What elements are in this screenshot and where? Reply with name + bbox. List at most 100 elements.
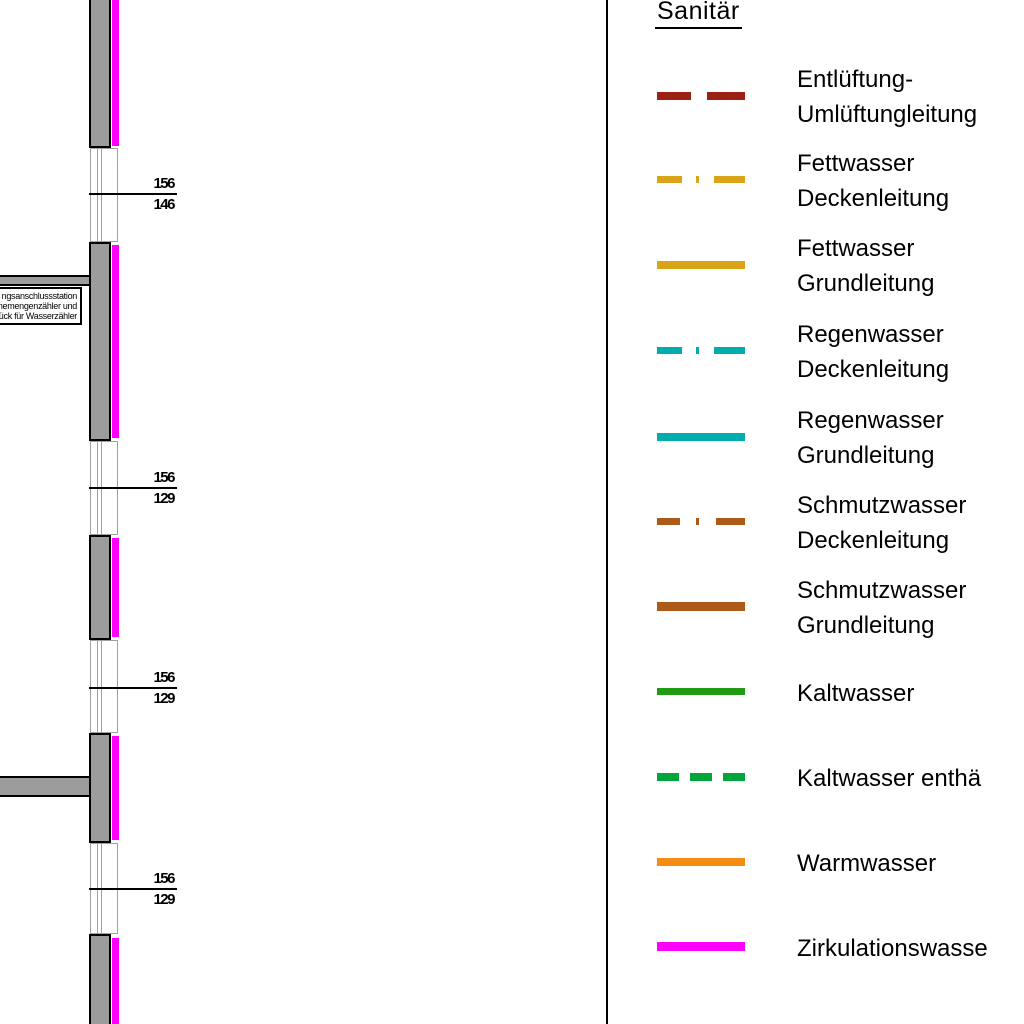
line-dash — [657, 858, 745, 866]
window — [89, 148, 118, 242]
line-gap — [699, 518, 716, 525]
line-dash — [657, 942, 745, 951]
line-dash — [657, 176, 682, 183]
legend-line-sample — [657, 261, 745, 269]
line-dash — [657, 518, 680, 525]
dimension-value-bottom: 129 — [153, 891, 175, 908]
line-gap — [680, 518, 696, 525]
legend-panel-border — [606, 0, 608, 1024]
legend-panel: Sanitär Entlüftung- Umlüftungleitung Fettw… — [607, 0, 1024, 1024]
legend-item-label: Fettwasser Deckenleitung — [797, 146, 949, 216]
legend-line-sample — [657, 942, 745, 951]
window-frame-line — [90, 148, 91, 242]
circulation-pipe-line — [112, 538, 119, 637]
dimension-value-top: 156 — [153, 469, 175, 486]
wall-segment — [89, 934, 111, 1024]
legend-label-line2: Deckenleitung — [797, 527, 950, 554]
dimension-value-bottom: 129 — [153, 690, 175, 707]
line-gap — [699, 176, 714, 183]
legend-line-sample — [657, 433, 745, 441]
wall-segment — [89, 242, 111, 441]
legend-label-line1: Fettwasser — [797, 235, 915, 262]
dimension-line — [89, 888, 177, 890]
wall-segment — [89, 733, 111, 843]
window-frame-line — [90, 640, 91, 733]
legend-line-sample — [657, 688, 745, 695]
window-glazing-line — [97, 148, 98, 242]
legend-label-line1: Regenwasser — [797, 407, 944, 434]
legend-item-label: Regenwasser Grundleitung — [797, 403, 944, 473]
annotation-line: ück für Wasserzähler — [0, 311, 77, 321]
legend-item-label: Schmutzwasser Deckenleitung — [797, 488, 966, 558]
legend-line-sample — [657, 773, 745, 781]
line-gap — [691, 92, 707, 100]
line-dash — [696, 518, 699, 525]
line-dash — [707, 92, 745, 100]
line-dash — [657, 602, 745, 611]
dimension-value-bottom: 146 — [153, 196, 175, 213]
dimension-value-top: 156 — [153, 669, 175, 686]
legend-label-line1: Zirkulationswasse — [797, 935, 988, 962]
window-sill-line — [90, 732, 118, 733]
window-glazing-line — [101, 640, 102, 733]
window-sill-line — [90, 640, 118, 641]
window-sill-line — [90, 148, 118, 149]
circulation-pipe-line — [112, 736, 119, 840]
circulation-pipe-line — [112, 938, 119, 1024]
legend-line-sample — [657, 92, 745, 100]
legend-label-line2: Grundleitung — [797, 270, 935, 297]
line-dash — [657, 433, 745, 441]
legend-line-sample — [657, 858, 745, 866]
line-dash — [657, 261, 745, 269]
legend-item-label: Kaltwasser — [797, 676, 914, 711]
annotation-line: ngsanschlussstation — [1, 291, 78, 301]
legend-label-line1: Regenwasser — [797, 321, 944, 348]
window-sill-line — [90, 441, 118, 442]
legend-item-label: Fettwasser Grundleitung — [797, 231, 934, 301]
legend-label-line1: Kaltwasser — [797, 680, 915, 707]
legend-label-line2: Umlüftungleitung — [797, 101, 978, 128]
dimension-line — [89, 687, 177, 689]
window-frame-line — [117, 148, 118, 242]
annotation-box: ngsanschlussstation rmemengenzähler und … — [0, 287, 82, 325]
annotation-line: rmemengenzähler und — [0, 301, 77, 311]
wall-segment — [89, 0, 111, 148]
window-glazing-line — [97, 640, 98, 733]
legend-item-label: Warmwasser — [797, 846, 936, 881]
window-glazing-line — [101, 148, 102, 242]
line-dash — [657, 347, 682, 354]
legend-label-line1: Entlüftung- — [797, 66, 914, 93]
line-dash — [716, 518, 745, 525]
line-dash — [714, 347, 745, 354]
legend-label-line2: Grundleitung — [797, 442, 935, 469]
legend-label-line1: Warmwasser — [797, 850, 937, 877]
dimension-line — [89, 193, 177, 195]
line-gap — [712, 773, 723, 781]
wall-segment — [89, 535, 111, 640]
line-gap — [682, 176, 696, 183]
window — [89, 640, 118, 733]
window-sill-line — [90, 933, 118, 934]
legend-label-line2: Deckenleitung — [797, 185, 950, 212]
wall-horizontal — [0, 275, 89, 286]
legend-item-label: Schmutzwasser Grundleitung — [797, 573, 966, 643]
legend-line-sample — [657, 518, 745, 525]
legend-line-sample — [657, 176, 745, 183]
legend-label-line1: Fettwasser — [797, 150, 915, 177]
circulation-pipe-line — [112, 245, 119, 438]
dimension-value-top: 156 — [153, 870, 175, 887]
line-dash — [714, 176, 745, 183]
line-gap — [679, 773, 690, 781]
dimension-value-top: 156 — [153, 175, 175, 192]
line-dash — [657, 688, 745, 695]
legend-item-label: Kaltwasser enthä — [797, 761, 981, 796]
legend-label-line2: Grundleitung — [797, 612, 935, 639]
dimension-line — [89, 487, 177, 489]
dimension-value-bottom: 129 — [153, 490, 175, 507]
line-dash — [696, 347, 699, 354]
window-sill-line — [90, 843, 118, 844]
legend-item-label: Entlüftung- Umlüftungleitung — [797, 62, 977, 132]
circulation-pipe-line — [112, 0, 119, 146]
legend-label-line2: Deckenleitung — [797, 356, 950, 383]
